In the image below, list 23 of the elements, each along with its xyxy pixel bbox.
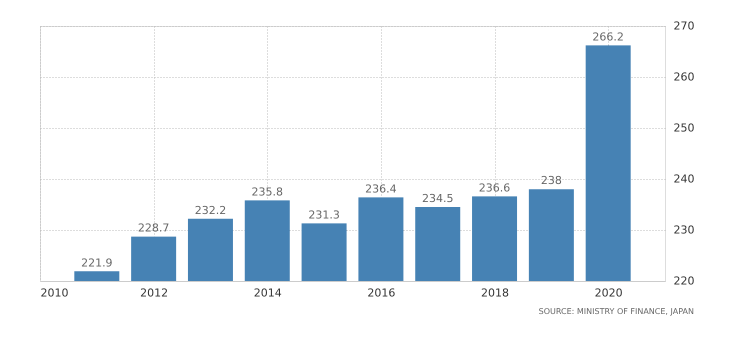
data-label: 236.6 <box>478 181 510 194</box>
y-tick-label: 250 <box>674 122 694 134</box>
y-tick-label: 260 <box>674 70 694 84</box>
x-tick-label: 2010 <box>40 286 68 300</box>
x-tick-label: 2018 <box>481 286 510 300</box>
x-tick-label: 2014 <box>254 286 282 300</box>
y-tick-label: 220 <box>674 274 694 288</box>
data-label: 235.8 <box>252 185 284 198</box>
data-label: 238 <box>540 174 562 188</box>
y-tick-label: 270 <box>674 20 694 32</box>
source-note: SOURCE: MINISTRY OF FINANCE, JAPAN <box>538 307 694 316</box>
data-label: 234.5 <box>422 192 454 206</box>
y-tick-label: 230 <box>674 224 694 236</box>
data-label: 221.9 <box>81 256 113 270</box>
data-label: 231.3 <box>308 208 340 222</box>
x-tick-label: 2016 <box>367 286 396 300</box>
x-tick-label: 2012 <box>140 286 168 300</box>
data-label: 266.2 <box>592 30 624 44</box>
data-label: 228.7 <box>138 222 170 235</box>
x-tick-label: 2020 <box>594 286 623 300</box>
y-tick-label: 240 <box>674 172 694 186</box>
data-label: 232.2 <box>194 204 226 217</box>
data-label: 236.4 <box>365 182 397 196</box>
